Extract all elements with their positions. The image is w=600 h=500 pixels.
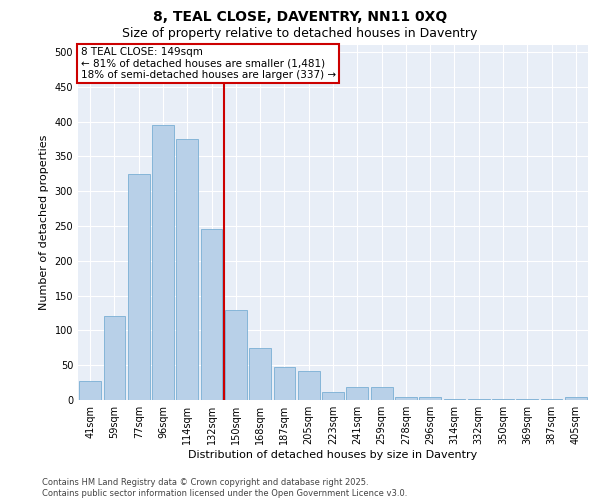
Bar	[468, 398, 490, 400]
Bar	[443, 398, 466, 400]
Bar	[492, 398, 514, 400]
Bar	[517, 398, 538, 400]
Text: 8, TEAL CLOSE, DAVENTRY, NN11 0XQ: 8, TEAL CLOSE, DAVENTRY, NN11 0XQ	[153, 10, 447, 24]
Bar	[128, 174, 149, 400]
Bar	[104, 316, 125, 400]
Text: Size of property relative to detached houses in Daventry: Size of property relative to detached ho…	[122, 28, 478, 40]
Bar	[541, 398, 562, 400]
X-axis label: Distribution of detached houses by size in Daventry: Distribution of detached houses by size …	[188, 450, 478, 460]
Bar	[176, 139, 198, 400]
Bar	[249, 348, 271, 400]
Bar	[79, 381, 101, 400]
Bar	[346, 388, 368, 400]
Bar	[152, 125, 174, 400]
Bar	[200, 230, 223, 400]
Bar	[395, 396, 417, 400]
Bar	[565, 396, 587, 400]
Text: Contains HM Land Registry data © Crown copyright and database right 2025.
Contai: Contains HM Land Registry data © Crown c…	[42, 478, 407, 498]
Bar	[419, 396, 441, 400]
Y-axis label: Number of detached properties: Number of detached properties	[39, 135, 49, 310]
Text: 8 TEAL CLOSE: 149sqm
← 81% of detached houses are smaller (1,481)
18% of semi-de: 8 TEAL CLOSE: 149sqm ← 81% of detached h…	[80, 47, 335, 80]
Bar	[298, 371, 320, 400]
Bar	[371, 388, 392, 400]
Bar	[274, 366, 295, 400]
Bar	[225, 310, 247, 400]
Bar	[322, 392, 344, 400]
